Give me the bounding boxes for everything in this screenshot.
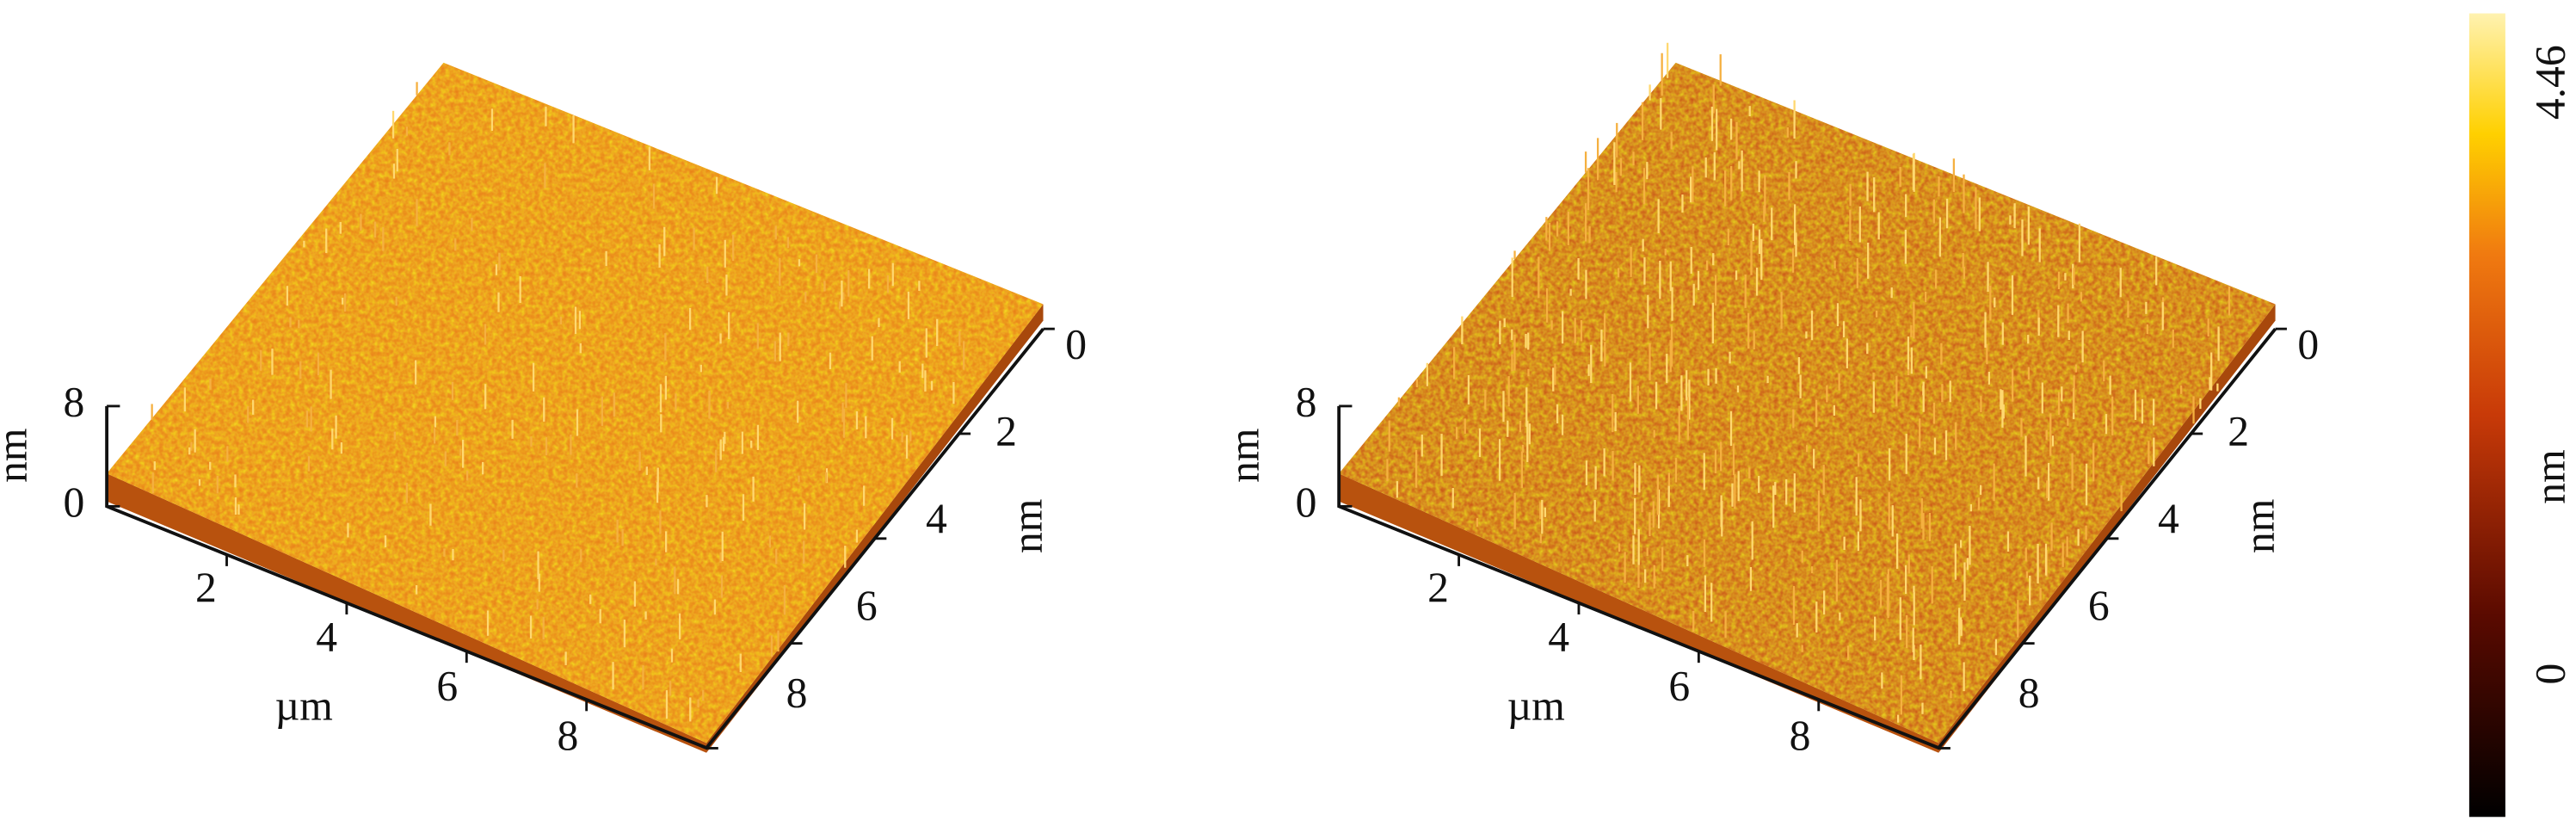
colorbar-tick-label: 4.46 bbox=[2527, 45, 2574, 120]
y-tick-label: 8 bbox=[786, 669, 808, 716]
x-tick-label: 8 bbox=[557, 712, 578, 759]
z-tick-label: 8 bbox=[1296, 378, 1317, 425]
y-axis-label: nm bbox=[1004, 499, 1051, 553]
x-axis-label: µm bbox=[1507, 682, 1565, 730]
x-tick-label: 2 bbox=[1427, 564, 1449, 611]
axis-line bbox=[105, 327, 1045, 750]
y-tick-label: 2 bbox=[2228, 408, 2249, 455]
y-axis-label: nm bbox=[2236, 499, 2283, 553]
x-axis-label: µm bbox=[275, 682, 333, 730]
y-tick-label: 6 bbox=[2088, 582, 2110, 629]
x-tick-label: 6 bbox=[436, 663, 458, 710]
surface-side bbox=[1339, 473, 1939, 753]
colorbar-label: nm bbox=[2527, 449, 2574, 503]
surface-side bbox=[107, 473, 707, 753]
surface bbox=[107, 62, 1044, 744]
y-tick-label: 8 bbox=[2018, 669, 2040, 716]
y-tick-label: 4 bbox=[2158, 495, 2179, 542]
x-tick-label: 6 bbox=[1668, 663, 1690, 710]
y-tick-label: 0 bbox=[1065, 320, 1087, 367]
axis-line bbox=[1337, 327, 2277, 750]
z-tick-label: 0 bbox=[64, 478, 85, 526]
colorbar-tick-label: 0 bbox=[2527, 663, 2574, 685]
surface-panel: 0 8 nm 2 4 6 8 µm 0 2 4 6 8 nm bbox=[0, 62, 1087, 759]
colorbar bbox=[2468, 13, 2505, 818]
z-axis-label: nm bbox=[1221, 428, 1268, 482]
y-tick-label: 6 bbox=[856, 582, 878, 629]
z-axis-label: nm bbox=[0, 428, 35, 482]
surface bbox=[1339, 62, 2276, 744]
z-tick-label: 0 bbox=[1296, 478, 1317, 526]
y-tick-label: 2 bbox=[995, 408, 1017, 455]
x-tick-label: 4 bbox=[316, 613, 337, 660]
x-tick-label: 8 bbox=[1790, 712, 1811, 759]
surface-panel: 0 8 nm 2 4 6 8 µm 0 2 4 6 8 nm bbox=[1221, 42, 2319, 759]
z-tick-label: 8 bbox=[64, 378, 85, 425]
y-tick-label: 4 bbox=[926, 495, 947, 542]
panels: 0 8 nm 2 4 6 8 µm 0 2 4 6 8 nm 0 8 nm 2 4 6 8 µm 0 2 4 6 8 nm bbox=[0, 42, 2319, 759]
x-tick-label: 2 bbox=[195, 564, 217, 611]
x-tick-label: 4 bbox=[1548, 613, 1569, 660]
y-tick-label: 0 bbox=[2297, 320, 2319, 367]
